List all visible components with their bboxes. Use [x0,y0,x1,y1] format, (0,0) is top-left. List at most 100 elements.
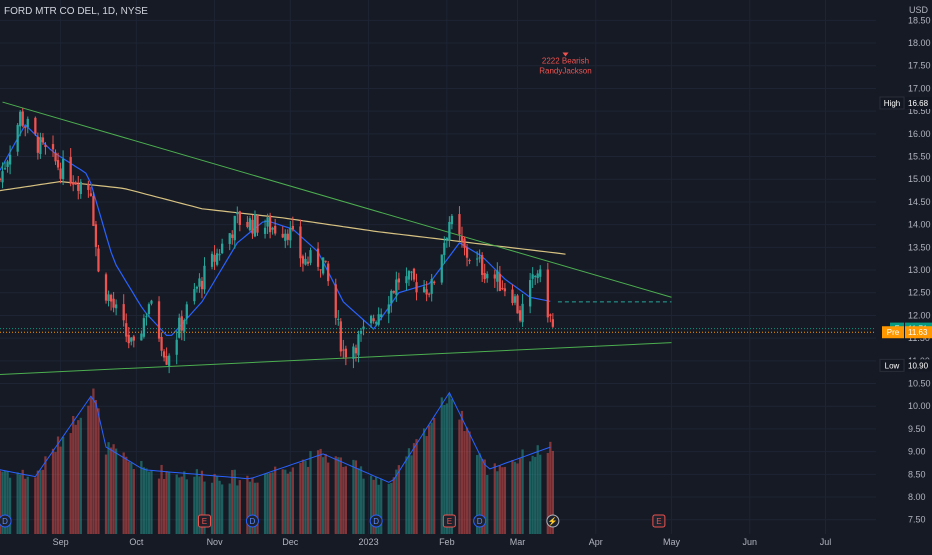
price-tick-label: 13.00 [908,265,931,275]
price-tick-label: 18.00 [908,38,931,48]
volume-bar [395,469,398,534]
price-badge-label-box [882,326,904,339]
event-marker-icon [197,514,211,528]
candle-body [213,254,216,262]
volume-bar [112,444,115,534]
volume-bar [238,480,241,534]
candle-body [433,281,436,284]
candle-body [127,334,130,344]
price-tick-label: 8.50 [908,469,926,479]
candle-body [342,349,345,351]
time-tick-label: Oct [129,537,144,547]
candle-body [198,278,201,287]
volume-bar [281,469,284,534]
candle-body [3,168,7,170]
event-marker-icon [442,514,456,528]
candle-body [147,304,151,314]
candle-body [256,215,259,233]
candle-body [380,314,383,317]
candle-body [463,238,466,248]
volume-bar [251,477,254,534]
volume-bar [24,478,27,534]
candle-body [324,260,327,262]
candle-body [51,144,55,150]
volume-bar [460,410,464,534]
price-tick-label: 18.50 [908,15,931,25]
time-tick-label: 2023 [359,537,379,547]
price-tick-label: 10.00 [908,401,931,411]
volume-bar [410,455,413,534]
candle-body [458,214,461,235]
candle-body [268,215,272,233]
volume-bar [41,469,45,534]
volume-bar [513,461,517,534]
candle-body [352,346,355,359]
volume-bar [97,408,100,534]
volume-bar [253,482,257,534]
volume-series [0,388,555,534]
volume-bar [443,405,446,534]
volume-bar [61,436,65,534]
candle-body [422,286,426,293]
candle-body [316,248,320,267]
time-tick-label: Apr [589,537,603,547]
time-tick-label: Dec [282,537,299,547]
volume-bar [362,478,365,534]
price-tick-label: 17.00 [908,83,931,93]
volume-bar [54,451,57,534]
volume-bar [185,479,188,534]
volume-bar [536,445,539,534]
volume-bar [284,469,287,534]
volume-bar [546,452,549,534]
candle-body [236,212,239,215]
candle-body [372,318,375,322]
candle-body [8,154,12,165]
volume-bar [168,472,171,534]
volume-bar [231,470,234,534]
volume-bar [422,428,426,534]
volume-bar [407,448,411,534]
volume-bar [203,481,206,534]
time-tick-label: Sep [53,537,69,547]
candle-body [253,214,257,237]
volume-bar [319,448,322,534]
price-badge-label: Low [885,361,900,370]
volume-bar [175,474,178,534]
candle-body [39,137,42,154]
volume-bar [104,454,108,534]
candle-body [546,269,549,318]
volume-bar [463,431,466,534]
volume-bar [195,469,199,534]
candle-body [92,196,95,226]
candle-body [518,310,522,321]
volume-bar [430,422,433,534]
time-axis[interactable]: Sep Oct Nov Dec 2023 Feb Mar Apr May Jun Jul [53,537,832,547]
volume-bar [180,476,183,534]
volume-bar [145,468,148,534]
volume-bar [334,456,337,534]
price-tick-label: 14.00 [908,220,931,230]
event-marker-icon [546,514,560,528]
event-marker-icon [369,514,383,528]
volume-bar [198,476,201,534]
volume-bar [3,470,7,534]
volume-bar [74,424,77,534]
price-tick-label: 8.00 [908,492,926,502]
volume-bar [324,453,327,534]
volume-bar [342,466,345,534]
volume-bar [16,472,19,534]
volume-ma-line [0,391,551,483]
volume-bar [445,403,448,534]
candle-body [516,295,519,314]
candle-body [387,304,390,314]
price-axis[interactable]: 18.50 18.00 17.50 17.00 16.50 16.00 15.50 15.00… [879,15,932,525]
price-tick-label: 12.50 [908,288,931,298]
candle-body [493,274,496,279]
candle-series [0,108,555,374]
volume-bar [425,436,428,534]
volume-bar [122,452,125,534]
volume-bar [228,483,231,534]
event-marker-label: D [477,517,483,526]
